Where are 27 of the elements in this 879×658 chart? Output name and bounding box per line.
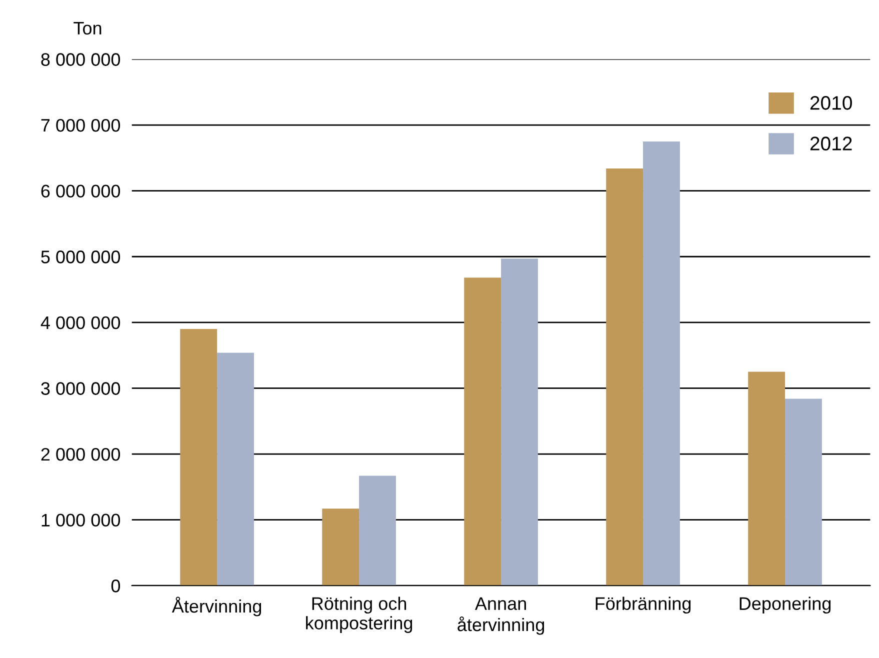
y-tick-label: 3 000 000 [41, 382, 120, 395]
y-tick-label: 1 000 000 [42, 514, 120, 527]
x-tick-label: Återvinning [172, 596, 262, 616]
y-axis-title: Ton [74, 22, 102, 35]
bar [217, 352, 254, 586]
y-tick-label: 7 000 000 [41, 118, 120, 132]
y-tick-label: 4 000 000 [40, 316, 120, 330]
y-tick-label: 0 [111, 580, 120, 592]
y-tick-label: 8 000 000 [41, 53, 120, 66]
bar [322, 508, 360, 586]
x-tick-label: Annan återvinning [458, 597, 544, 635]
y-tick-label: 5 000 000 [41, 250, 120, 264]
legend-label: 2012 [810, 136, 852, 150]
x-tick-label: Deponering [740, 596, 831, 614]
bar [785, 398, 822, 586]
y-tick-label: 2 000 000 [41, 448, 120, 461]
bar [464, 278, 502, 586]
bar [180, 329, 218, 586]
legend-label: 2010 [810, 96, 852, 110]
bar [359, 476, 396, 586]
bar [606, 168, 644, 586]
x-tick-label: Förbränning [596, 596, 691, 614]
y-tick-label: 6 000 000 [41, 184, 120, 198]
bar [748, 372, 786, 586]
bar [643, 141, 680, 586]
bar [501, 258, 538, 586]
x-tick-label: Rötning och kompostering [306, 596, 412, 634]
